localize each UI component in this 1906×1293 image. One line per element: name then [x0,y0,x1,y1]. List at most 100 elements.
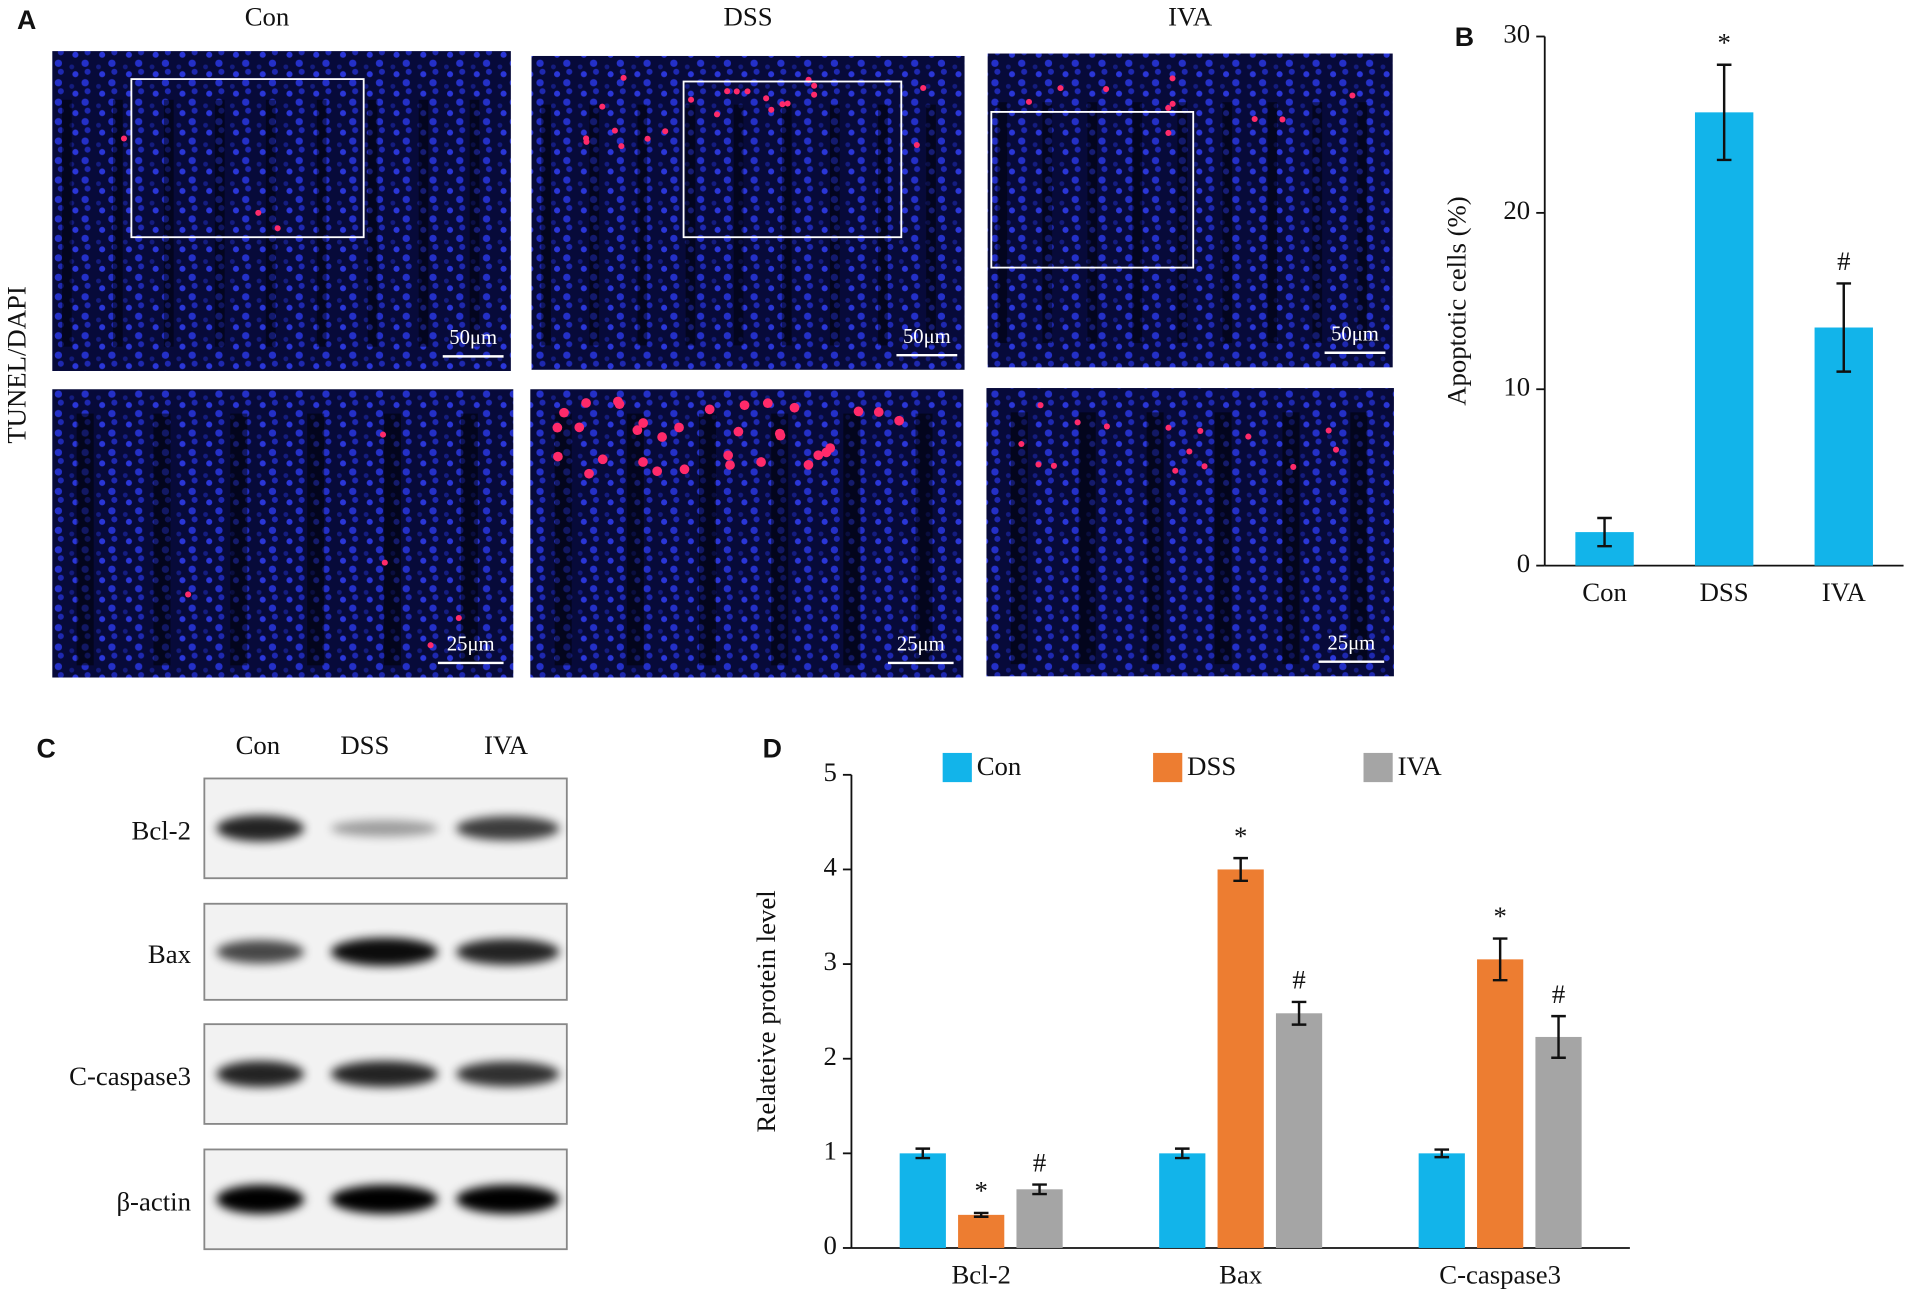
tunel-dot [455,614,462,622]
bar [1016,1189,1063,1248]
tunel-dot [1245,433,1252,440]
protein-label: C-caspase3 [69,1061,191,1091]
tunel-dot [1057,85,1064,92]
bar [958,1214,1005,1248]
y-tick-label: 3 [823,946,836,976]
tunel-dot [1037,402,1044,409]
tunel-dot [1169,75,1176,82]
tunel-dot [894,415,905,426]
crypt-shade [1350,412,1368,665]
tunel-dot [1074,419,1081,426]
crypt-shade [469,99,480,347]
blot-band [456,1061,560,1087]
crypt-shade [1087,102,1098,344]
significance-mark: # [1837,246,1850,276]
tunel-dot [1186,448,1193,455]
tunel-dot [255,209,262,216]
y-tick-label: 30 [1503,19,1530,49]
tunel-dot [811,91,818,98]
y-tick-label: 4 [823,852,836,882]
crypt-shade [163,99,174,347]
tunel-dot [1325,427,1332,434]
crypt-shade [733,104,744,346]
error-bar [1233,856,1248,883]
tunel-dot [620,74,627,81]
y-tick-label: 0 [823,1230,836,1260]
significance-mark: * [974,1176,987,1206]
tunel-dot [553,451,563,462]
crypt-shade [1132,102,1143,344]
tunel-dot [1025,98,1033,105]
tunel-dot [920,84,927,92]
blot-band [330,937,438,966]
micrograph [52,51,511,371]
blot-band [216,815,305,842]
tunel-dot [768,106,775,113]
error-bar [1836,282,1852,373]
crypt-shade [1222,102,1233,344]
crypt-shade [915,413,933,666]
tunel-dot [724,88,731,95]
tunel-dot [825,443,836,453]
crypt-shade [541,104,552,346]
crypt-shade [685,104,696,346]
micrograph [52,389,514,678]
crypt-shade [1312,102,1323,344]
protein-label: β-actin [116,1186,191,1216]
panel-label: A [17,5,36,35]
tunel-dot [1103,423,1110,430]
group-label: Con [245,2,290,32]
lane-label: DSS [340,730,389,760]
tunel-dot [120,135,128,142]
error-bar [1597,516,1612,548]
x-tick-label: IVA [1822,577,1867,607]
y-axis-label: Apoptotic cells (%) [1442,196,1472,405]
legend-label: DSS [1187,751,1236,781]
tunel-dot [638,418,649,428]
tunel-dot [657,432,667,442]
tunel-dot [679,464,690,475]
group-label: DSS [724,2,773,32]
panel-label: D [763,734,782,764]
tunel-dot [762,398,773,409]
crypt-shade [76,413,94,666]
tunel-dot [597,454,608,465]
tunel-dot [674,422,684,433]
crypt-shade [230,413,248,666]
blot-band [456,938,560,965]
crypt-shade [698,413,717,666]
error-bar [1551,1014,1566,1059]
tunel-dot [599,103,606,110]
error-bar [1434,1148,1450,1159]
bar [1535,1036,1582,1248]
blot-band [330,820,438,837]
crypt-shade [626,413,644,666]
legend-swatch [942,752,972,783]
legend-swatch [1363,752,1393,783]
crypt-shade [383,413,401,666]
tunel-dot [559,407,569,418]
scale-bar-label: 50μm [449,327,497,349]
error-bar [1174,1147,1190,1160]
crypt-shade [265,99,276,347]
crypt-shade [307,413,325,666]
tunel-dot [185,591,192,598]
bar [1694,112,1754,566]
tunel-dot [644,135,651,142]
tunel-dot [381,559,388,566]
crypt-shade [926,104,936,346]
tunel-dot [379,431,387,438]
protein-label: Bcl-2 [132,815,191,845]
tunel-dot [873,407,884,417]
scale-bar-label: 25μm [1327,632,1375,654]
scale-bar-label: 25μm [447,634,495,656]
tunel-dot [583,138,590,145]
blot-band [216,1060,305,1088]
x-tick-label: Bcl-2 [951,1259,1010,1289]
scale-bar-label: 50μm [1331,323,1379,345]
significance-mark: * [1234,821,1247,851]
tunel-dot [1172,467,1179,474]
zoom-box [990,111,1195,269]
tunel-dot [1169,100,1176,107]
micrograph [530,389,964,678]
